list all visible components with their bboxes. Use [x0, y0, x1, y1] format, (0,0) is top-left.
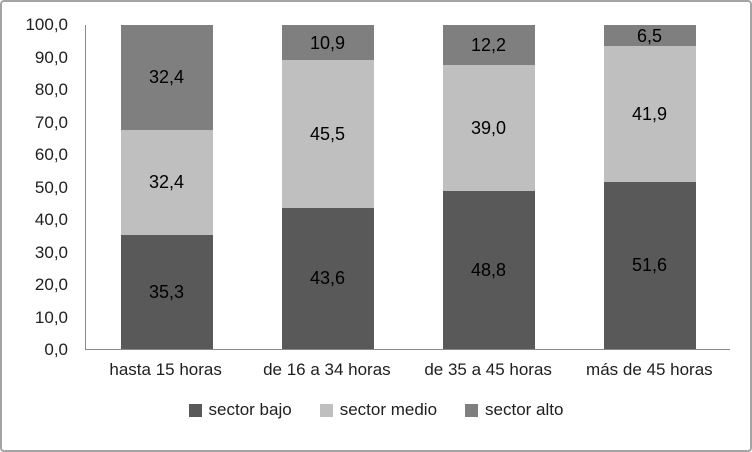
- bars-row: 35,3 32,4 32,4 43,6 45,5 10,9 48,8 39,0 12,2 51,6…: [86, 25, 730, 349]
- stacked-bar: 48,8 39,0 12,2: [442, 25, 535, 349]
- legend-item-sector-alto: sector alto: [465, 400, 563, 420]
- bar-column: 48,8 39,0 12,2: [408, 25, 569, 349]
- bar-segment-sector-alto: 10,9: [281, 25, 374, 61]
- legend-label: sector medio: [339, 400, 438, 419]
- data-label: 35,3: [148, 281, 185, 302]
- data-label: 32,4: [148, 172, 185, 193]
- bar-segment-sector-bajo: 43,6: [281, 207, 374, 349]
- bar-column: 43,6 45,5 10,9: [247, 25, 408, 349]
- y-tick-label: 90,0: [34, 47, 68, 67]
- y-axis-tick-labels: 0,0 10,0 20,0 30,0 40,0 50,0 60,0 70,0 80,0 90,0 1…: [2, 15, 68, 359]
- legend-label: sector bajo: [208, 400, 292, 419]
- stacked-bar: 35,3 32,4 32,4: [120, 25, 213, 349]
- x-category-label: de 16 a 34 horas: [263, 360, 391, 379]
- y-tick-label: 50,0: [34, 177, 68, 197]
- data-label: 48,8: [470, 259, 507, 280]
- x-axis-category-labels: hasta 15 horas de 16 a 34 horas de 35 a 45…: [85, 359, 730, 381]
- bar-column: 51,6 41,9 6,5: [569, 25, 730, 349]
- bar-segment-sector-bajo: 48,8: [442, 190, 535, 349]
- x-category-label: más de 45 horas: [586, 360, 713, 379]
- legend-item-sector-bajo: sector bajo: [188, 400, 292, 420]
- bar-column: 35,3 32,4 32,4: [86, 25, 247, 349]
- legend-swatch-icon: [465, 403, 479, 417]
- y-tick-label: 40,0: [34, 210, 68, 229]
- data-label: 10,9: [309, 32, 346, 53]
- y-tick-label: 70,0: [34, 112, 68, 132]
- y-tick-label: 10,0: [34, 307, 68, 327]
- data-label: 51,6: [631, 255, 668, 276]
- bar-segment-sector-medio: 32,4: [120, 129, 213, 235]
- plot-area: 35,3 32,4 32,4 43,6 45,5 10,9 48,8 39,0 12,2 51,6…: [85, 25, 730, 350]
- x-category-label: hasta 15 horas: [109, 360, 222, 379]
- bar-segment-sector-medio: 45,5: [281, 60, 374, 208]
- y-tick-label: 20,0: [34, 275, 68, 294]
- bar-segment-sector-alto: 12,2: [442, 25, 535, 65]
- y-tick-label: 80,0: [34, 80, 68, 99]
- data-label: 6,5: [636, 25, 663, 46]
- bar-segment-sector-alto: 6,5: [603, 25, 696, 47]
- data-label: 43,6: [309, 268, 346, 289]
- data-label: 41,9: [631, 103, 668, 124]
- x-category-label: de 35 a 45 horas: [424, 360, 552, 379]
- bar-segment-sector-medio: 41,9: [603, 46, 696, 182]
- bar-segment-sector-bajo: 35,3: [120, 234, 213, 349]
- stacked-bar: 43,6 45,5 10,9: [281, 25, 374, 349]
- y-tick-label: 0,0: [44, 340, 68, 359]
- data-label: 39,0: [470, 117, 507, 138]
- stacked-bar: 51,6 41,9 6,5: [603, 25, 696, 349]
- data-label: 12,2: [470, 34, 507, 55]
- legend-swatch-icon: [319, 403, 333, 417]
- y-tick-label: 100,0: [25, 15, 68, 34]
- legend: sector bajo sector medio sector alto: [2, 400, 750, 420]
- data-label: 32,4: [148, 67, 185, 88]
- bar-segment-sector-alto: 32,4: [120, 25, 213, 130]
- data-label: 45,5: [309, 124, 346, 145]
- bar-segment-sector-bajo: 51,6: [603, 181, 696, 349]
- bar-segment-sector-medio: 39,0: [442, 64, 535, 191]
- legend-swatch-icon: [188, 403, 202, 417]
- legend-item-sector-medio: sector medio: [319, 400, 438, 420]
- y-tick-label: 60,0: [34, 145, 68, 164]
- y-tick-label: 30,0: [34, 242, 68, 262]
- legend-label: sector alto: [485, 400, 564, 419]
